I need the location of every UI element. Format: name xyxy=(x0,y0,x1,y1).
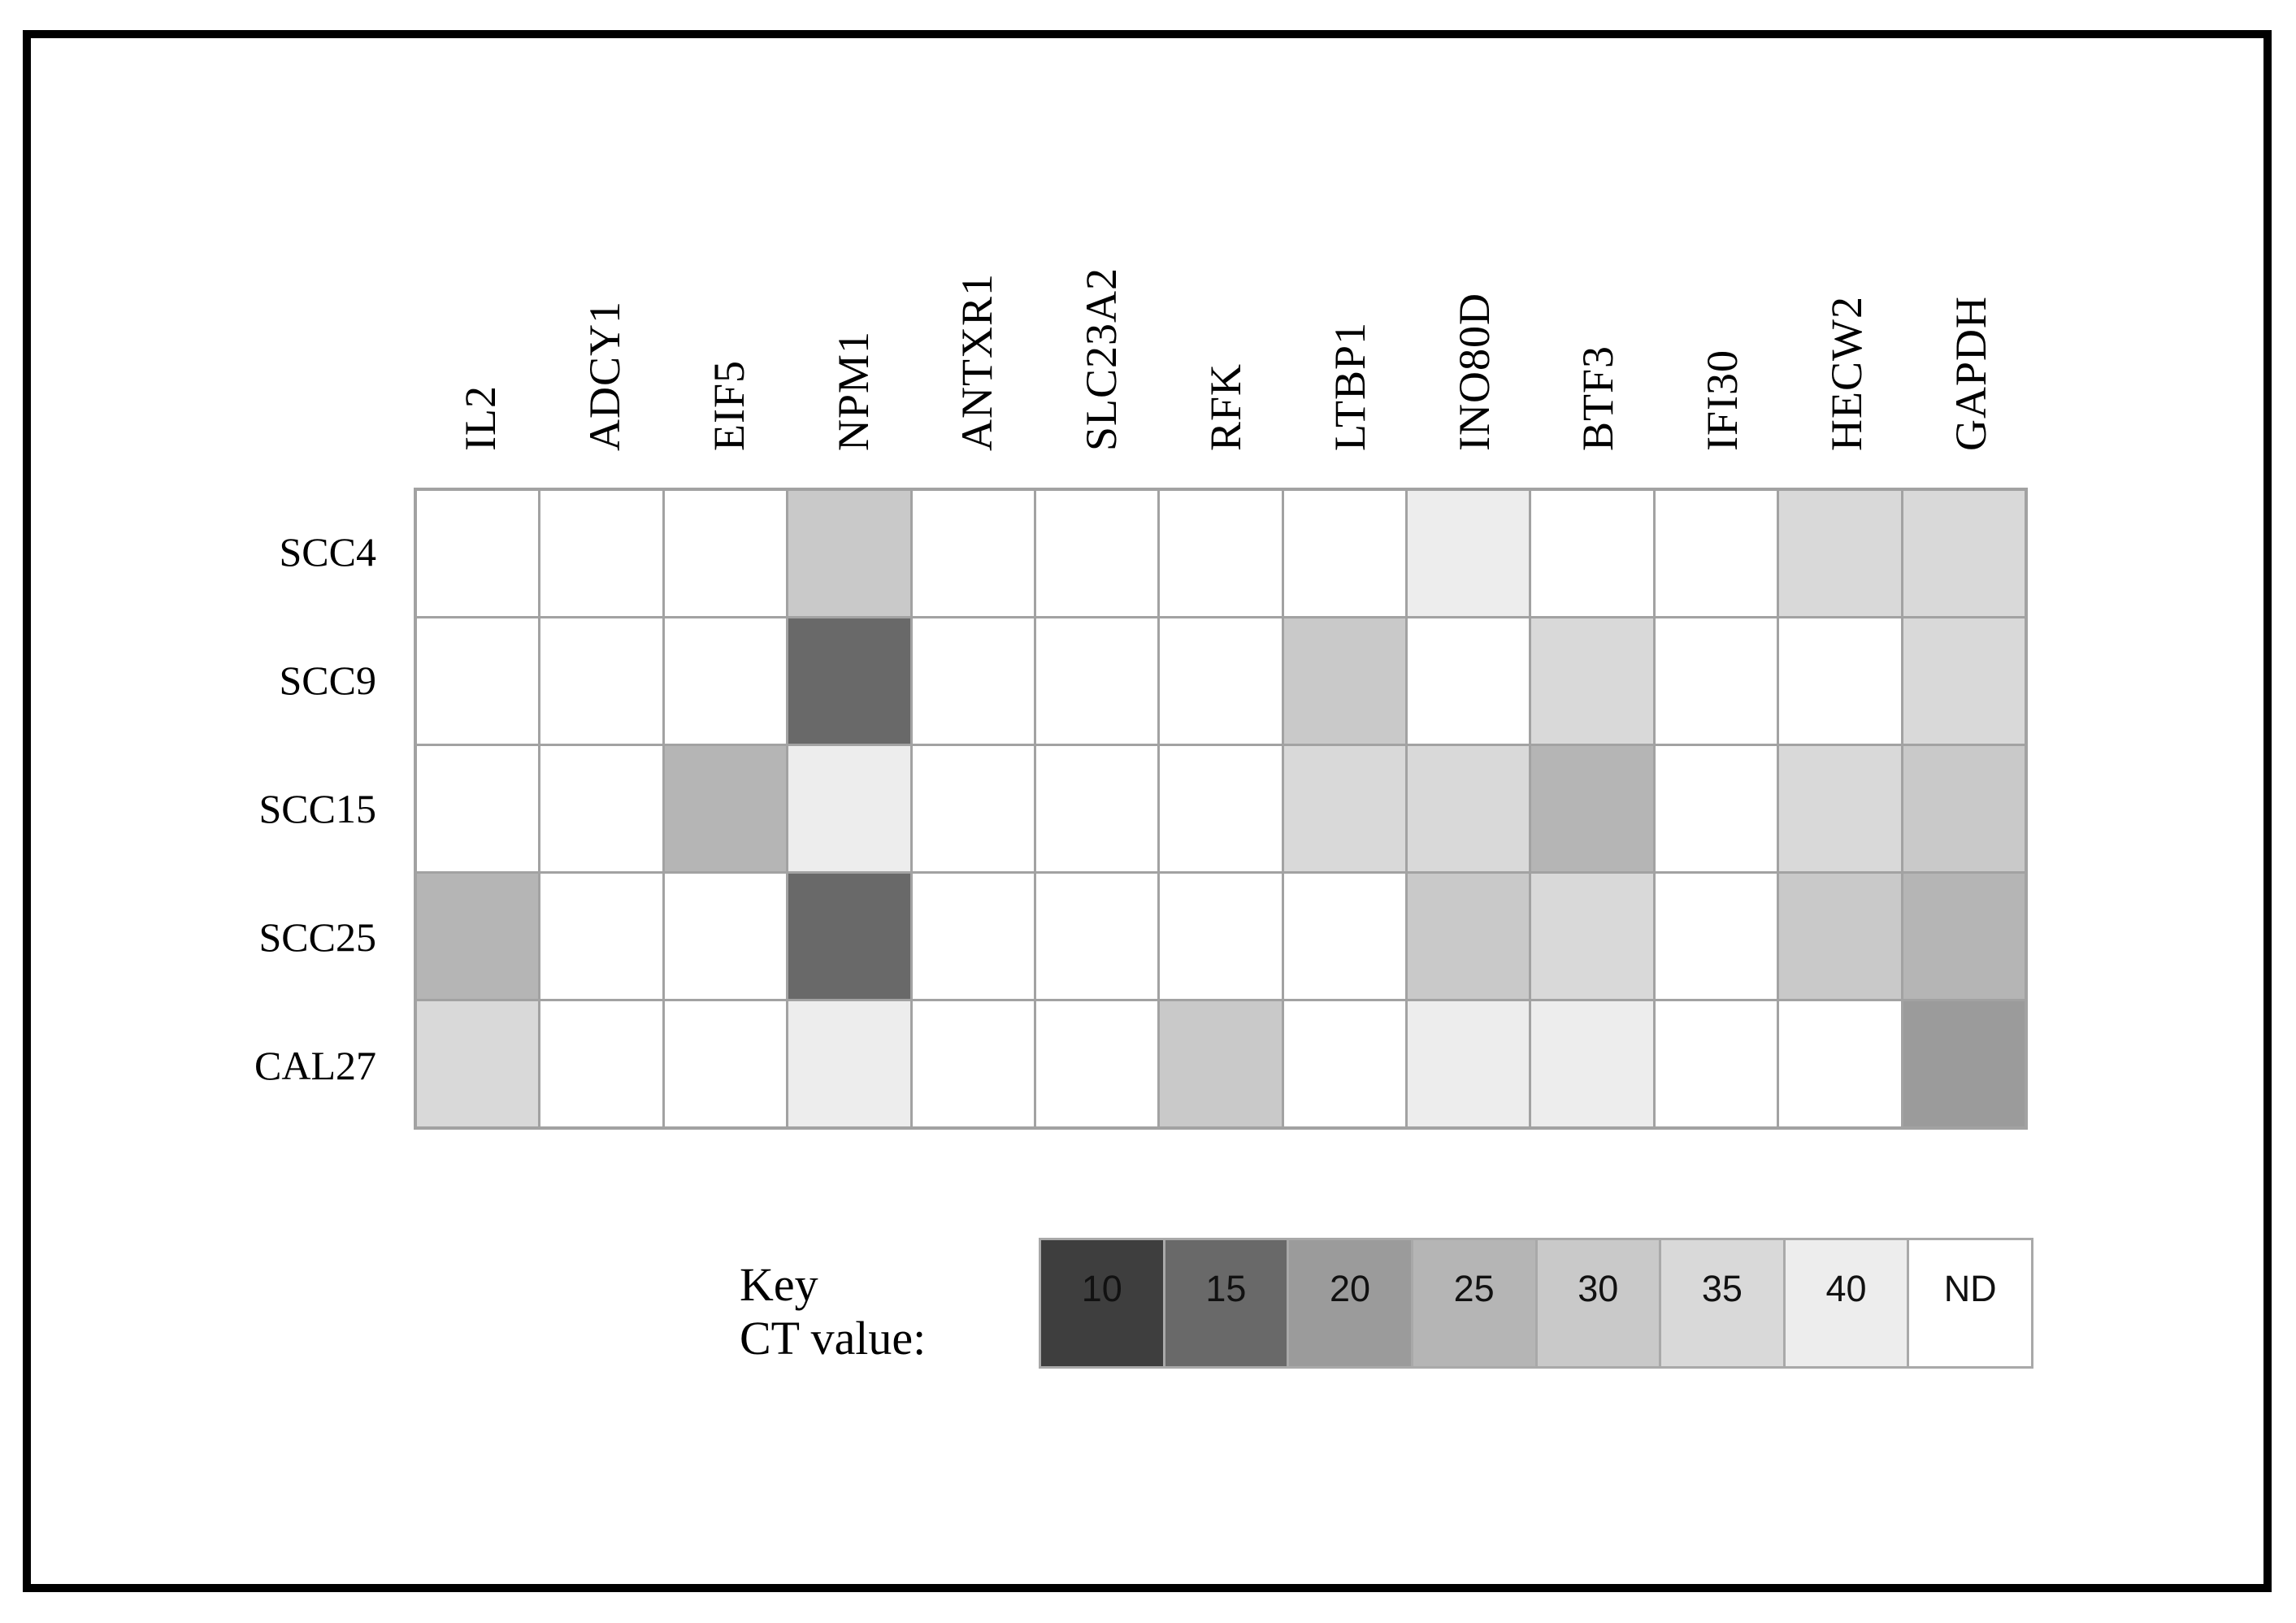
row-label-SCC15: SCC15 xyxy=(258,786,376,831)
row-label-CAL27: CAL27 xyxy=(254,1043,376,1088)
legend-patch-20: 20 xyxy=(1289,1240,1411,1366)
legend-patch-30: 30 xyxy=(1537,1240,1660,1366)
heatmap-cell-SCC9-IFI30 xyxy=(1655,618,1777,744)
heatmap-cell-SCC9-IL2 xyxy=(417,618,539,744)
heatmap-cell-SCC25-IFI30 xyxy=(1655,874,1777,999)
heatmap-cell-SCC4-RFK xyxy=(1160,491,1282,616)
heatmap-cell-SCC15-EIF5 xyxy=(664,746,787,871)
heatmap-cell-SCC15-SLC23A2 xyxy=(1035,746,1158,871)
legend-patch-15: 15 xyxy=(1165,1240,1287,1366)
column-label-NPM1: NPM1 xyxy=(828,330,878,451)
heatmap-cell-SCC4-IFI30 xyxy=(1655,491,1777,616)
heatmap-cell-CAL27-EIF5 xyxy=(664,1001,787,1126)
heatmap-cell-SCC4-IL2 xyxy=(417,491,539,616)
column-label-EIF5: EIF5 xyxy=(704,360,753,451)
heatmap-cell-SCC9-HECW2 xyxy=(1779,618,1901,744)
heatmap-cell-CAL27-GAPDH xyxy=(1903,1001,2025,1126)
column-label-ANTXR1: ANTXR1 xyxy=(953,273,1002,451)
row-label-SCC25: SCC25 xyxy=(258,914,376,960)
legend-patch-35: 35 xyxy=(1661,1240,1783,1366)
heatmap-cell-SCC9-ANTXR1 xyxy=(912,618,1034,744)
column-label-SLC23A2: SLC23A2 xyxy=(1077,267,1126,451)
column-label-IFI30: IFI30 xyxy=(1698,349,1747,451)
heatmap-cell-SCC25-NPM1 xyxy=(788,874,910,999)
heatmap-cell-CAL27-BTF3 xyxy=(1531,1001,1653,1126)
heatmap-cell-SCC15-IFI30 xyxy=(1655,746,1777,871)
heatmap-cell-SCC25-BTF3 xyxy=(1531,874,1653,999)
legend-title-line2: CT value: xyxy=(740,1312,927,1365)
heatmap-cell-SCC25-RFK xyxy=(1160,874,1282,999)
heatmap-cell-SCC15-IL2 xyxy=(417,746,539,871)
heatmap-cell-SCC9-RFK xyxy=(1160,618,1282,744)
heatmap-cell-CAL27-INO80D xyxy=(1408,1001,1530,1126)
heatmap-cell-CAL27-IFI30 xyxy=(1655,1001,1777,1126)
heatmap-cell-SCC4-NPM1 xyxy=(788,491,910,616)
row-label-SCC9: SCC9 xyxy=(279,657,376,703)
column-label-BTF3: BTF3 xyxy=(1573,345,1623,451)
heatmap-cell-SCC15-BTF3 xyxy=(1531,746,1653,871)
legend-patch-ND: ND xyxy=(1909,1240,2031,1366)
heatmap-cell-CAL27-ADCY1 xyxy=(540,1001,662,1126)
heatmap-cell-SCC9-EIF5 xyxy=(664,618,787,744)
column-label-LTBP1: LTBP1 xyxy=(1325,321,1374,451)
heatmap-cell-SCC15-INO80D xyxy=(1408,746,1530,871)
heatmap-cell-SCC25-INO80D xyxy=(1408,874,1530,999)
heatmap-cell-CAL27-IL2 xyxy=(417,1001,539,1126)
column-label-IL2: IL2 xyxy=(456,385,506,451)
heatmap-cell-SCC4-HECW2 xyxy=(1779,491,1901,616)
heatmap-cell-SCC15-ANTXR1 xyxy=(912,746,1034,871)
column-label-HECW2: HECW2 xyxy=(1821,296,1871,451)
heatmap-cell-SCC4-ADCY1 xyxy=(540,491,662,616)
heatmap-cell-SCC25-EIF5 xyxy=(664,874,787,999)
heatmap-cell-SCC15-RFK xyxy=(1160,746,1282,871)
heatmap-cell-SCC9-BTF3 xyxy=(1531,618,1653,744)
heatmap-cell-CAL27-NPM1 xyxy=(788,1001,910,1126)
heatmap-cell-SCC9-GAPDH xyxy=(1903,618,2025,744)
heatmap-grid xyxy=(414,488,2028,1130)
heatmap-cell-SCC9-SLC23A2 xyxy=(1035,618,1158,744)
heatmap-cell-SCC4-BTF3 xyxy=(1531,491,1653,616)
heatmap-cell-SCC4-LTBP1 xyxy=(1283,491,1406,616)
legend-title: Key CT value: xyxy=(740,1258,926,1365)
heatmap-cell-SCC25-SLC23A2 xyxy=(1035,874,1158,999)
legend-patch-40: 40 xyxy=(1785,1240,1908,1366)
heatmap-cell-SCC15-HECW2 xyxy=(1779,746,1901,871)
heatmap-cell-SCC15-NPM1 xyxy=(788,746,910,871)
heatmap-cell-SCC4-ANTXR1 xyxy=(912,491,1034,616)
heatmap-cell-SCC9-INO80D xyxy=(1408,618,1530,744)
heatmap-cell-SCC9-ADCY1 xyxy=(540,618,662,744)
heatmap-cell-SCC25-ADCY1 xyxy=(540,874,662,999)
heatmap-cell-SCC25-GAPDH xyxy=(1903,874,2025,999)
heatmap-cell-CAL27-RFK xyxy=(1160,1001,1282,1126)
legend-patch-10: 10 xyxy=(1041,1240,1163,1366)
heatmap-cell-SCC4-INO80D xyxy=(1408,491,1530,616)
column-label-GAPDH: GAPDH xyxy=(1946,295,1995,451)
column-label-ADCY1: ADCY1 xyxy=(580,300,630,451)
heatmap-cell-SCC15-ADCY1 xyxy=(540,746,662,871)
column-label-INO80D: INO80D xyxy=(1449,293,1499,451)
row-label-SCC4: SCC4 xyxy=(279,529,376,575)
heatmap-cell-CAL27-SLC23A2 xyxy=(1035,1001,1158,1126)
heatmap-cell-SCC15-LTBP1 xyxy=(1283,746,1406,871)
heatmap-cell-SCC9-NPM1 xyxy=(788,618,910,744)
heatmap-cell-SCC4-SLC23A2 xyxy=(1035,491,1158,616)
heatmap-cell-SCC25-IL2 xyxy=(417,874,539,999)
heatmap-cell-SCC15-GAPDH xyxy=(1903,746,2025,871)
heatmap-cell-SCC9-LTBP1 xyxy=(1283,618,1406,744)
heatmap-cell-CAL27-HECW2 xyxy=(1779,1001,1901,1126)
legend-patch-25: 25 xyxy=(1413,1240,1535,1366)
heatmap-cell-SCC25-ANTXR1 xyxy=(912,874,1034,999)
legend-color-scale: 10 15 20 25 30 35 40 ND xyxy=(1039,1238,2033,1369)
legend-title-line1: Key xyxy=(740,1258,818,1311)
heatmap-cell-CAL27-LTBP1 xyxy=(1283,1001,1406,1126)
heatmap-cell-CAL27-ANTXR1 xyxy=(912,1001,1034,1126)
heatmap-cell-SCC4-GAPDH xyxy=(1903,491,2025,616)
heatmap-cell-SCC25-HECW2 xyxy=(1779,874,1901,999)
heatmap-cell-SCC4-EIF5 xyxy=(664,491,787,616)
heatmap-cell-SCC25-LTBP1 xyxy=(1283,874,1406,999)
column-label-RFK: RFK xyxy=(1201,362,1250,451)
